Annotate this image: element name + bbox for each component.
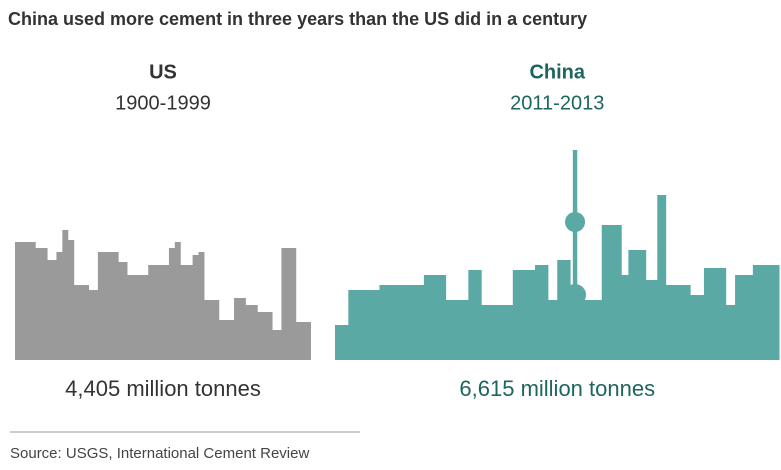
source: Source: USGS, International Cement Revie… — [10, 445, 309, 462]
skyline — [15, 230, 312, 360]
tower-sphere — [564, 284, 587, 306]
category-label: US — [149, 61, 177, 83]
value-label: 4,405 million tonnes — [65, 376, 261, 401]
chart-title: China used more cement in three years th… — [8, 9, 587, 29]
period-label: 2011-2013 — [510, 92, 604, 114]
tower-sphere — [565, 212, 586, 232]
period-label: 1900-1999 — [115, 92, 211, 114]
value-label: 6,615 million tonnes — [459, 376, 655, 401]
skyline — [335, 150, 780, 360]
category-label: China — [529, 61, 585, 83]
